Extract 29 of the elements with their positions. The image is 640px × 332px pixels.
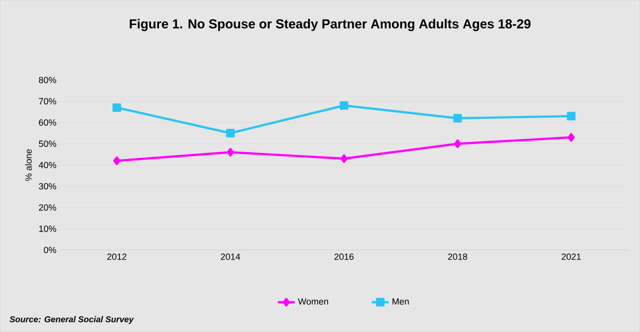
point bbox=[454, 139, 462, 148]
legend-label: Women bbox=[298, 298, 328, 305]
y-tick-label: 10% bbox=[39, 226, 56, 232]
y-tick-label: 50% bbox=[38, 140, 56, 147]
chart-title: Figure 1. No Spouse or Steady Partner Among Adults Ages 18-29 bbox=[130, 18, 531, 32]
y-tick-label: 70% bbox=[38, 98, 56, 104]
x-tick-label: 2012 bbox=[107, 254, 126, 260]
y-tick-label: 30% bbox=[38, 183, 56, 190]
point bbox=[453, 114, 462, 123]
point bbox=[113, 156, 120, 166]
y-tick-label: 60% bbox=[38, 119, 56, 126]
y-tick-label: 20% bbox=[38, 204, 56, 211]
point bbox=[340, 154, 348, 163]
point bbox=[340, 101, 348, 110]
x-tick-label: 2016 bbox=[334, 254, 354, 260]
source-note: Source: General Social Survey bbox=[10, 316, 134, 324]
y-tick-label: 0% bbox=[44, 246, 56, 254]
y-tick-label: 80% bbox=[38, 76, 56, 84]
x-tick-label: 2021 bbox=[562, 254, 581, 260]
x-tick-label: 2014 bbox=[220, 254, 240, 260]
point bbox=[226, 148, 234, 157]
point bbox=[566, 112, 576, 120]
legend-label: Men bbox=[392, 298, 409, 305]
point bbox=[112, 103, 122, 112]
point bbox=[568, 133, 575, 142]
y-tick-label: 40% bbox=[38, 162, 56, 168]
y-axis-title: % alone bbox=[25, 149, 32, 181]
x-tick-label: 2018 bbox=[448, 254, 468, 260]
point bbox=[226, 128, 235, 138]
